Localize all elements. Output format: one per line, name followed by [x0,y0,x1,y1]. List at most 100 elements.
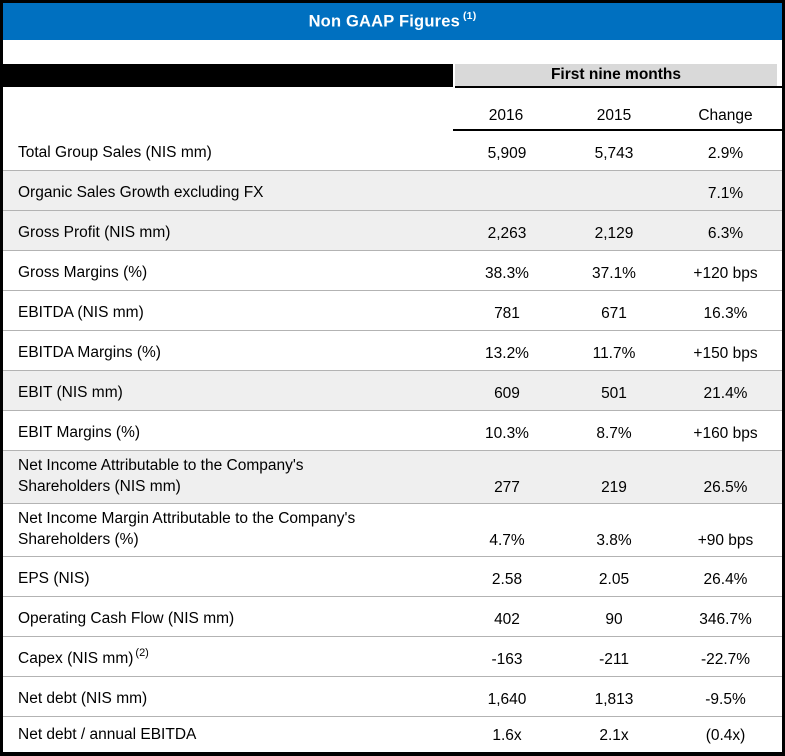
cell-2015-value: 11.7% [592,345,636,362]
row-label-line1: EBITDA (NIS mm) [18,304,144,321]
cell-2016-value: -163 [491,651,523,668]
cell-change-value: 7.1% [707,185,744,202]
table-row: EBITDA Margins (%) 13.2% 11.7% +150 bps [3,330,782,370]
table-rows: Total Group Sales (NIS mm) 5,909 5,743 2… [3,131,782,752]
row-label-line1: EBIT (NIS mm) [18,384,123,401]
table-row: EBIT Margins (%) 10.3% 8.7% +160 bps [3,410,782,450]
cell-2015-value: 2.05 [598,571,630,588]
period-band-label: First nine months [455,64,777,86]
cell-change-value: 6.3% [707,225,744,242]
row-label: EPS (NIS) [3,564,455,589]
table-row: Gross Margins (%) 38.3% 37.1% +120 bps [3,250,782,290]
cell-change-value: +160 bps [693,425,758,442]
table-row: Operating Cash Flow (NIS mm) 402 90 346.… [3,596,782,636]
cell-2016-value: 277 [494,479,520,497]
row-label: Gross Profit (NIS mm) [3,218,455,243]
cell-2016-value: 4.7% [489,532,525,550]
row-label: Net debt (NIS mm) [3,684,455,709]
row-label: Net Income Attributable to the Company's… [3,451,455,497]
row-label-line1: Organic Sales Growth excluding FX [18,184,264,201]
row-label: Net debt / annual EBITDA [3,720,455,745]
cell-change-value: +120 bps [693,265,758,282]
row-label-line1: Net Income Margin Attributable to the Co… [18,510,356,528]
cell-change-value: 2.9% [707,145,744,162]
page-title-text: Non GAAP Figures [308,12,460,31]
row-label-line1: EBIT Margins (%) [18,424,141,441]
cell-change-value: -9.5% [705,691,746,708]
table-row: Net Income Margin Attributable to the Co… [3,503,782,556]
period-band-underline: First nine months [455,64,782,88]
cell-2016-value: 1,640 [487,691,527,708]
cell-2016-value: 13.2% [485,345,529,362]
title-banner: Non GAAP Figures (1) [3,3,782,40]
cell-change-value: (0.4x) [705,727,746,744]
table-row: EBITDA (NIS mm) 781 671 16.3% [3,290,782,330]
cell-change-value: 26.4% [703,571,748,588]
cell-2015-value: 2,129 [594,225,634,242]
table-row: Net debt (NIS mm) 1,640 1,813 -9.5% [3,676,782,716]
row-label: EBITDA (NIS mm) [3,298,455,323]
table-row: Net Income Attributable to the Company's… [3,450,782,503]
cell-change-value: 21.4% [703,385,748,402]
cell-2015-value: 501 [601,385,627,402]
row-label: Operating Cash Flow (NIS mm) [3,604,455,629]
row-label: Net Income Margin Attributable to the Co… [3,504,455,550]
period-band: First nine months [3,64,782,88]
row-label: Gross Margins (%) [3,258,455,283]
cell-2015-value: 1,813 [594,691,634,708]
table-row: Net debt / annual EBITDA 1.6x 2.1x (0.4x… [3,716,782,752]
column-header-2016: 2016 [488,107,524,124]
cell-2015-value: 3.8% [596,532,632,550]
cell-2015-value: 5,743 [594,145,634,162]
cell-2016-value: 38.3% [485,265,529,282]
cell-change-value: 346.7% [699,611,752,628]
row-label-line1: EPS (NIS) [18,570,90,587]
cell-change-value: +150 bps [693,345,758,362]
cell-2015-value: 90 [605,611,623,628]
cell-2015-value: 219 [601,479,627,497]
column-headers: 2016 2015 Change [453,103,782,131]
cell-2015-value: -211 [599,651,629,668]
period-band-black-bar [3,64,453,87]
row-label-line1: Net debt (NIS mm) [18,690,148,707]
table-row: EBIT (NIS mm) 609 501 21.4% [3,370,782,410]
row-label-line1: Capex (NIS mm) [18,650,134,667]
row-label-line2: Shareholders (%) [18,531,139,549]
row-label: Organic Sales Growth excluding FX [3,178,455,203]
row-label: EBIT (NIS mm) [3,378,455,403]
row-label-line1: Gross Profit (NIS mm) [18,224,171,241]
table-row: Organic Sales Growth excluding FX 7.1% [3,170,782,210]
cell-2015-value: 2.1x [599,727,629,744]
cell-2016-value: 10.3% [485,425,529,442]
cell-change-value: 26.5% [703,479,748,497]
row-label: EBIT Margins (%) [3,418,455,443]
page-title: Non GAAP Figures (1) [308,10,477,32]
title-footnote-superscript: (1) [462,10,477,23]
cell-2016-value: 2.58 [491,571,523,588]
table-row: EPS (NIS) 2.58 2.05 26.4% [3,556,782,596]
cell-2016-value: 402 [494,611,520,628]
table-row: Gross Profit (NIS mm) 2,263 2,129 6.3% [3,210,782,250]
cell-2015-value: 671 [601,305,627,322]
cell-change-value: 16.3% [703,305,748,322]
cell-2015-value: 37.1% [592,265,636,282]
cell-2016-value: 1.6x [492,727,522,744]
cell-2016-value: 2,263 [487,225,527,242]
column-header-2015: 2015 [596,107,632,124]
row-label-line1: Total Group Sales (NIS mm) [18,144,212,161]
row-label-line1: Operating Cash Flow (NIS mm) [18,610,235,627]
cell-2015-value: 8.7% [596,425,632,442]
cell-2016-value: 609 [494,385,520,402]
table-row: Capex (NIS mm) (2) -163 -211 -22.7% [3,636,782,676]
cell-change-value: +90 bps [697,532,754,550]
row-label-line1: Gross Margins (%) [18,264,148,281]
row-label: EBITDA Margins (%) [3,338,455,363]
row-label: Total Group Sales (NIS mm) [3,138,455,163]
column-header-change: Change [698,107,753,124]
cell-2016-value: 781 [494,305,520,322]
row-label: Capex (NIS mm) (2) [3,644,455,669]
row-footnote-superscript: (2) [135,646,149,659]
row-label-line1: Net Income Attributable to the Company's [18,457,304,475]
row-label-line2: Shareholders (NIS mm) [18,478,181,496]
